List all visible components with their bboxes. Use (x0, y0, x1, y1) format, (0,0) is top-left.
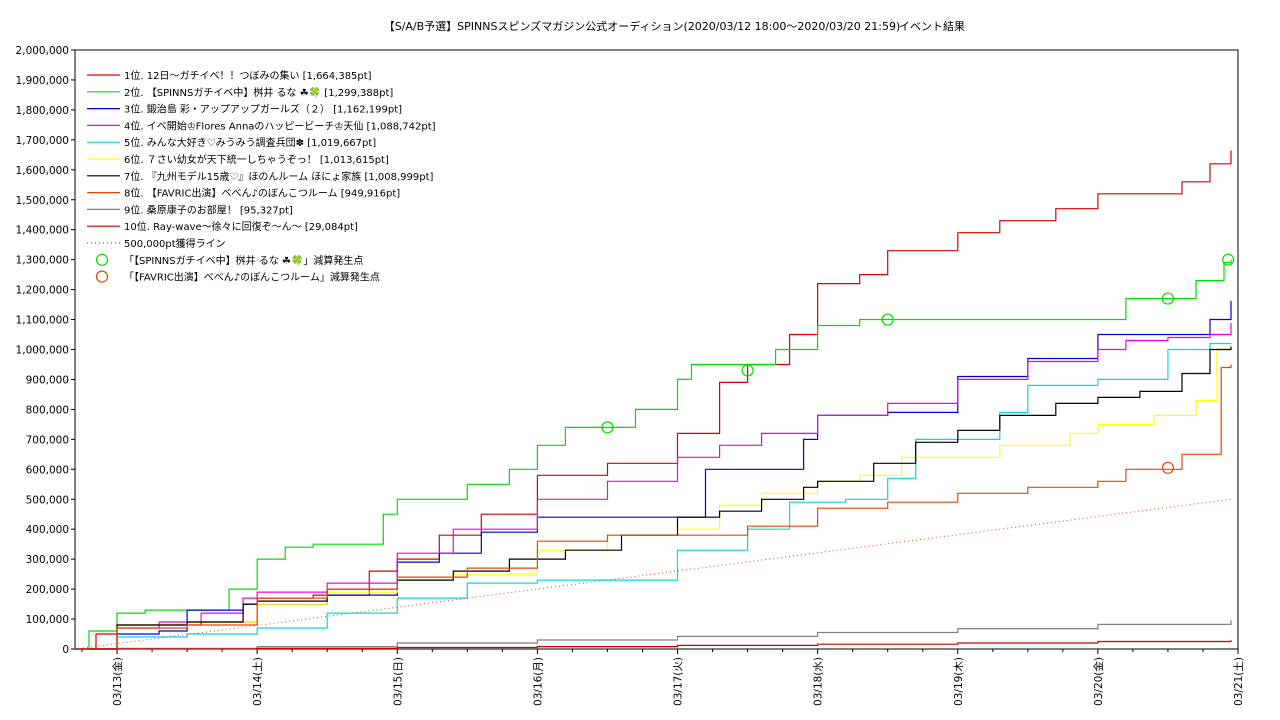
y-tick-label: 1,300,000 (16, 255, 69, 267)
marker-point (1161, 461, 1175, 474)
legend-marker (95, 270, 109, 283)
x-tick-label: 03/21(土) (1232, 657, 1245, 706)
chart-title: 【S/A/B予選】SPINNSスピンズマガジン公式オーディション(2020/03… (384, 19, 901, 33)
chart-subtitle: イベント結果 (899, 19, 965, 33)
legend-box (77, 64, 502, 290)
legend-label: 4位. イベ開始♔Flores Annaのハッピービーチ♔天仙 [1,088,7… (124, 119, 436, 132)
x-tick-label: 03/20(金) (1092, 657, 1105, 706)
legend-label: 2位. 【SPINNSガチイベ中】桝井 るな ☘🍀 [1,299,388pt] (124, 86, 393, 99)
y-tick-label: 1,500,000 (16, 195, 69, 207)
legend-label: 500,000pt獲得ライン (124, 237, 226, 250)
y-tick-label: 100,000 (26, 614, 69, 626)
legend-marker (95, 253, 109, 266)
series-line (89, 342, 1232, 650)
marker-point (1222, 253, 1235, 266)
legend-label: 「【FAVRIC出演】べべん♪のぼんこつルーム」減算発生点 (124, 271, 380, 284)
legend-label: 6位. ７さい幼女が天下統一しちゃうぞっ！ [1,013,615pt] (124, 153, 389, 166)
marker-layer (601, 253, 1235, 474)
y-tick-label: 900,000 (26, 374, 69, 386)
series-line (89, 346, 1232, 650)
x-tick-label: 03/14(土) (251, 657, 264, 706)
y-tick-label: 0 (62, 644, 69, 656)
legend-label: 「【SPINNSガチイベ中】桝井 るな ☘🍀」減算発生点 (124, 254, 363, 267)
x-tick-label: 03/16(月) (532, 657, 544, 706)
x-tick-label: 03/17(火) (673, 657, 685, 706)
x-tick-label: 03/15(日) (392, 657, 404, 706)
y-tick-label: 1,900,000 (16, 75, 69, 87)
y-tick-label: 600,000 (26, 464, 69, 476)
y-tick-label: 200,000 (26, 584, 69, 596)
marker-point (1161, 292, 1175, 305)
y-tick-label: 1,000,000 (16, 345, 69, 357)
y-tick-label: 1,400,000 (16, 225, 69, 237)
marker-point (601, 421, 614, 434)
legend: 1位. 12日～ガチイベ！！つぼみの集い [1,664,385pt] 2位. 【S… (77, 64, 502, 290)
legend-label: 3位. 鍛治島 彩・アップアップガールズ（２） [1,162,199pt] (124, 103, 402, 116)
y-tick-label: 1,200,000 (16, 285, 69, 297)
y-tick-label: 1,100,000 (16, 315, 69, 327)
y-tick-label: 300,000 (26, 554, 69, 566)
series-line (75, 259, 1232, 650)
x-tick-label: 03/18(水) (813, 657, 825, 706)
x-tick-label: 03/13(金) (111, 657, 124, 706)
series-line (89, 364, 1232, 650)
y-tick-label: 400,000 (26, 524, 69, 536)
series-layer (74, 150, 1232, 650)
marker-point (881, 313, 894, 326)
legend-label: 1位. 12日～ガチイベ！！つぼみの集い [1,664,385pt] (124, 69, 372, 82)
legend-label: 9位. 桑原康子のお部屋！ [95,327pt] (124, 203, 293, 216)
y-tick-label: 1,800,000 (16, 105, 69, 117)
y-tick-label: 700,000 (26, 434, 69, 446)
marker-point (741, 364, 754, 377)
legend-label: 8位. 【FAVRIC出演】べべん♪のぼんこつルーム [949,916pt] (124, 187, 400, 200)
y-tick-label: 1,700,000 (16, 135, 69, 147)
y-tick-label: 500,000 (26, 494, 69, 506)
y-tick-label: 800,000 (26, 404, 69, 416)
y-tick-label: 1,600,000 (16, 165, 69, 177)
x-tick-label: 03/19(木) (953, 657, 965, 706)
y-tick-label: 2,000,000 (16, 45, 69, 57)
legend-label: 5位. みんな大好き♡みうみう調査兵団✽ [1,019,667pt] (124, 136, 376, 149)
series-line (75, 640, 1232, 650)
legend-label: 7位. 『九州モデル15歳♡』ほのんルーム ほにょ家族 [1,008,999pt… (124, 170, 434, 183)
legend-label: 10位. Ray-wave～徐々に回復ぞ～ん～ [29,084pt] (124, 220, 358, 233)
